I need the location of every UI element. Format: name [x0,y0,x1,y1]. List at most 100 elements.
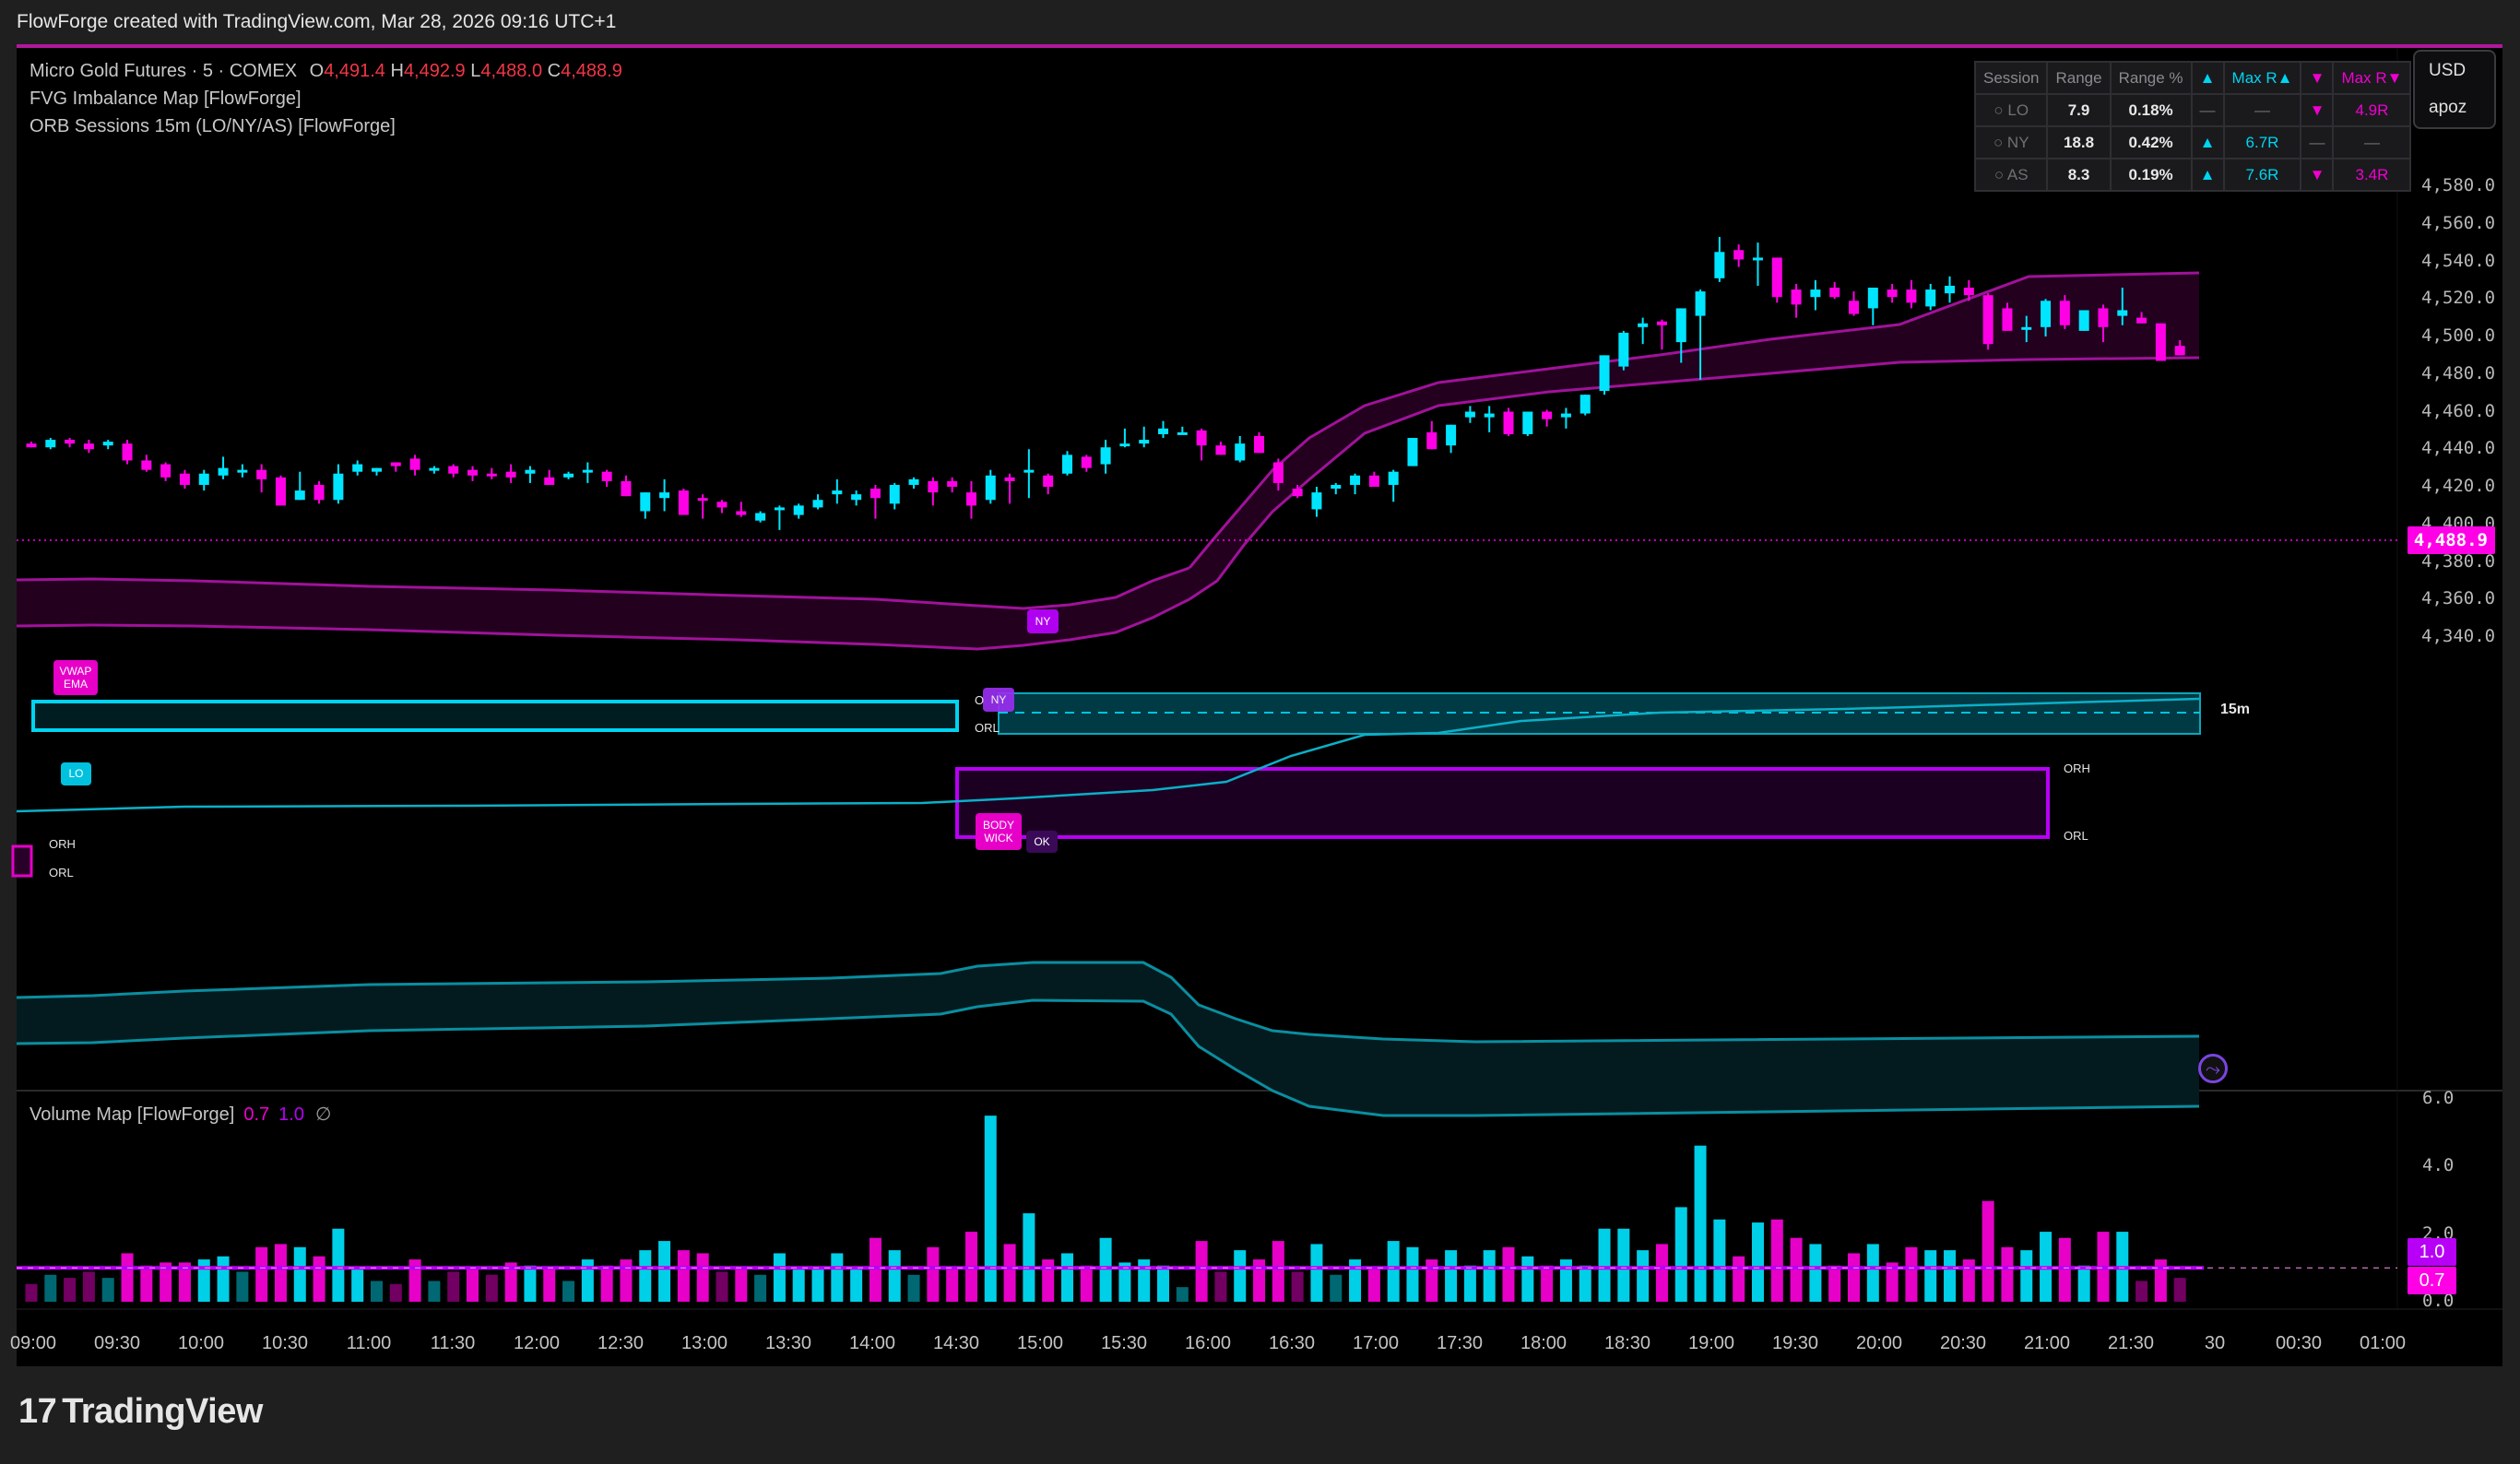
bull-candle [1311,492,1322,510]
bull-candle [237,469,248,473]
time-tick: 18:30 [1603,1333,1651,1353]
volume-bar [1080,1265,1093,1302]
time-tick: 01:00 [2359,1333,2407,1353]
volume-bar [639,1250,652,1302]
volume-bar [1349,1259,1362,1302]
bull-candle [1139,440,1150,444]
price-tick: 4,520.0 [2421,288,2496,309]
volume-bar [2020,1250,2033,1302]
volume-bar [293,1246,306,1302]
volume-bar [1195,1241,1208,1302]
price-tick: 4,560.0 [2421,212,2496,233]
o-label-cut: O [975,693,985,707]
bull-candle [102,442,113,446]
volume-bar [1886,1262,1899,1302]
bull-candle [333,473,344,501]
bear-candle [179,473,190,485]
bear-candle [1791,289,1802,305]
bull-candle [218,467,229,476]
volume-bar [1118,1262,1131,1302]
timeframe-15m-label: 15m [2220,702,2251,717]
go-to-realtime-button[interactable]: ⤳ [2198,1054,2228,1083]
price-tick: 4,380.0 [2421,550,2496,572]
body-wick-marker: BODY WICK [976,813,1022,850]
price-tick: 4,580.0 [2421,175,2496,195]
vwap-line [16,697,2200,813]
indicator-fvg[interactable]: FVG Imbalance Map [FlowForge] [30,89,302,109]
volume-bar [2173,1278,2186,1302]
prev-orb-box [11,844,33,878]
symbol-name[interactable]: Micro Gold Futures · 5 · COMEX [30,61,298,81]
volume-bar [1310,1244,1323,1302]
volume-bar [467,1269,479,1302]
unit-label: apoz [2429,98,2467,117]
time-tick: 21:30 [2107,1333,2155,1353]
volume-bar [869,1237,881,1302]
bull-candle [1446,424,1457,446]
volume-bar [82,1271,95,1302]
bull-candle [1484,413,1495,418]
bull-candle [1945,285,1956,294]
time-tick: 00:30 [2275,1333,2323,1353]
volume-bar [1042,1259,1055,1302]
left-band-lower [16,597,1190,651]
bull-candle [582,469,593,473]
volume-bar [1617,1228,1630,1302]
volume-bar [620,1259,633,1302]
ny-session-marker: NY [983,688,1014,712]
bull-candle [352,464,363,472]
right-band-upper [1188,271,2200,569]
volume-bar [1367,1269,1380,1302]
bear-candle [409,458,420,470]
volume-bar [927,1246,940,1302]
high-value: 4,492.9 [403,61,466,81]
volume-bar [1157,1265,1170,1302]
bull-candle [659,492,670,499]
volume-legend[interactable]: Volume Map [FlowForge] 0.7 1.0 ∅ [30,1104,332,1125]
col-down-arrow: ▼ [2300,61,2335,95]
bear-candle [544,477,555,485]
bear-candle [1887,289,1898,298]
top-bar: FlowForge created with TradingView.com, … [0,0,2520,44]
symbol-line[interactable]: Micro Gold Futures · 5 · COMEX O4,491.4 … [30,61,622,81]
volume-bar [1790,1237,1803,1302]
bear-candle [928,480,939,493]
volume-bar [428,1281,441,1302]
volume-bar [1023,1213,1035,1302]
volume-bar [1866,1244,1879,1302]
bear-candle [2174,346,2185,356]
volume-bar [1905,1246,1918,1302]
bear-candle [83,443,94,450]
bull-candle [774,507,785,511]
tradingview-logo[interactable]: 17 TradingView [18,1392,263,1431]
volume-bar [888,1250,901,1302]
bear-candle [2155,323,2166,361]
volume-bar [543,1269,556,1302]
indicator-orb[interactable]: ORB Sessions 15m (LO/NY/AS) [FlowForge] [30,116,396,136]
price-tick: 4,480.0 [2421,362,2496,384]
col-range: Range [2046,61,2112,95]
volume-bar [735,1269,748,1302]
bear-candle [947,480,958,487]
currency-unit-button[interactable]: USD apoz [2413,50,2496,129]
volume-bar [1962,1259,1975,1302]
volume-bar [2154,1259,2167,1302]
time-tick: 11:00 [346,1333,392,1353]
bull-candle [1350,475,1361,485]
volume-bar [792,1269,805,1302]
bull-candle [1714,252,1725,278]
price-tick: 4,340.0 [2421,626,2496,646]
volume-bar [984,1116,997,1302]
bull-candle [2041,301,2052,327]
chart-legend: Micro Gold Futures · 5 · COMEX O4,491.4 … [30,57,622,140]
time-tick: 09:30 [93,1333,141,1353]
volume-bar [64,1278,77,1302]
volume-bar [1445,1250,1458,1302]
time-tick: 19:00 [1687,1333,1735,1353]
bear-candle [390,462,401,466]
bull-candle [1522,411,1533,434]
bull-candle [1158,428,1169,434]
bull-candle [525,469,536,474]
bear-candle [1656,321,1667,325]
